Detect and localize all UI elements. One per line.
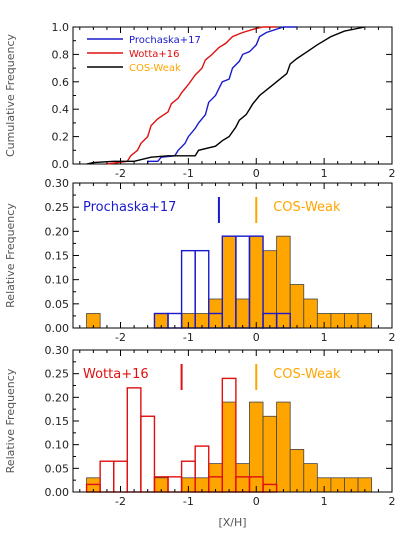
- panel3-label-cos-weak: COS-Weak: [273, 367, 341, 382]
- cos-weak-bar: [276, 235, 291, 329]
- legend: Prochaska+17 Wotta+16 COS-Weak: [87, 35, 201, 74]
- x-tick-label: 1: [321, 495, 328, 508]
- cos-weak-bar: [235, 463, 250, 493]
- comparison-bar: [140, 415, 156, 493]
- y-tick-label: 0.05: [45, 462, 70, 475]
- comparison-bar: [99, 460, 115, 493]
- cos-weak-bar: [276, 401, 291, 493]
- cos-weak-bar: [303, 463, 318, 493]
- x-tick-label: -1: [183, 331, 194, 344]
- y-tick-label: 0.20: [45, 225, 70, 238]
- x-tick-label: -2: [115, 331, 126, 344]
- y-tick-label: 0.10: [45, 439, 70, 452]
- wotta-histogram-panel: -2 -1 0 1 2 0.00 0.05 0.10 0.15 0.20 0.25 0.30 Rela…: [4, 344, 396, 529]
- prochaska-histogram-panel: -2 -1 0 1 2 0.00 0.05 0.10 0.15 0.20 0.25 0.30 Rela…: [4, 177, 396, 344]
- legend-label-prochaska: Prochaska+17: [129, 35, 201, 46]
- y-tick-label: 0.25: [45, 201, 70, 214]
- cos-weak-bar: [303, 298, 318, 329]
- panel1-frame: [72, 26, 393, 165]
- x-tick-label: 0: [253, 495, 260, 508]
- panel3-label-wotta: Wotta+16: [83, 367, 149, 382]
- cos-weak-bar: [262, 415, 278, 493]
- x-tick-label: 2: [389, 495, 396, 508]
- panel2-label-prochaska: Prochaska+17: [83, 200, 176, 215]
- x-tick-label: 1: [321, 331, 328, 344]
- x-tick-label: 2: [389, 167, 396, 180]
- cumulative-panel: -2 -1 0 1 2 0.0 0.2 0.4 0.6 0.8 1.0 Cumulative Fre…: [4, 21, 396, 180]
- comparison-bar: [126, 387, 142, 493]
- x-tick-label: -2: [115, 495, 126, 508]
- y-tick-label: 0.05: [45, 298, 70, 311]
- cdf-line-prochaska-17: [147, 26, 297, 164]
- legend-label-wotta: Wotta+16: [129, 49, 180, 60]
- x-axis-label: [X/H]: [218, 516, 246, 529]
- y-tick-label: 0.00: [45, 322, 70, 335]
- y-tick-label: 0.15: [45, 250, 70, 263]
- y-tick-label: 0.8: [52, 48, 70, 61]
- panel2-label-cos-weak: COS-Weak: [273, 200, 341, 215]
- y-tick-label: 0.4: [52, 103, 70, 116]
- legend-label-cos-weak: COS-Weak: [129, 63, 181, 74]
- cos-weak-bar: [221, 235, 237, 329]
- y-tick-label: 0.6: [52, 76, 70, 89]
- y-tick-label: 0.20: [45, 391, 70, 404]
- y-tick-label: 0.2: [52, 131, 70, 144]
- x-tick-label: 0: [253, 331, 260, 344]
- cos-weak-bar: [289, 284, 305, 329]
- y-tick-label: 0.25: [45, 368, 70, 381]
- x-tick-label: 1: [321, 167, 328, 180]
- panel3-ylabel: Relative Frequency: [4, 368, 17, 473]
- panel1-ylabel: Cumulative Frequency: [4, 33, 17, 157]
- y-tick-label: 1.0: [52, 21, 70, 34]
- cos-weak-bar: [262, 250, 278, 329]
- x-tick-label: -1: [183, 495, 194, 508]
- y-tick-label: 0.30: [45, 344, 70, 357]
- x-tick-label: -1: [183, 167, 194, 180]
- y-tick-label: 0.15: [45, 415, 70, 428]
- x-tick-label: 2: [389, 331, 396, 344]
- cos-weak-bar: [249, 235, 264, 329]
- x-tick-label: -2: [115, 167, 126, 180]
- x-tick-label: 0: [253, 167, 260, 180]
- y-tick-label: 0.30: [45, 177, 70, 190]
- y-tick-label: 0.00: [45, 486, 70, 499]
- cos-weak-bar: [289, 448, 305, 493]
- y-tick-label: 0.0: [52, 158, 70, 171]
- cos-weak-bar: [221, 401, 237, 493]
- y-tick-label: 0.10: [45, 274, 70, 287]
- cos-weak-bar: [249, 401, 264, 493]
- cdf-line-wotta-16: [106, 26, 277, 165]
- cos-weak-bar: [208, 463, 223, 493]
- cos-weak-bar: [235, 298, 250, 329]
- cdf-line-cos-weak: [86, 26, 366, 165]
- panel2-ylabel: Relative Frequency: [4, 203, 17, 308]
